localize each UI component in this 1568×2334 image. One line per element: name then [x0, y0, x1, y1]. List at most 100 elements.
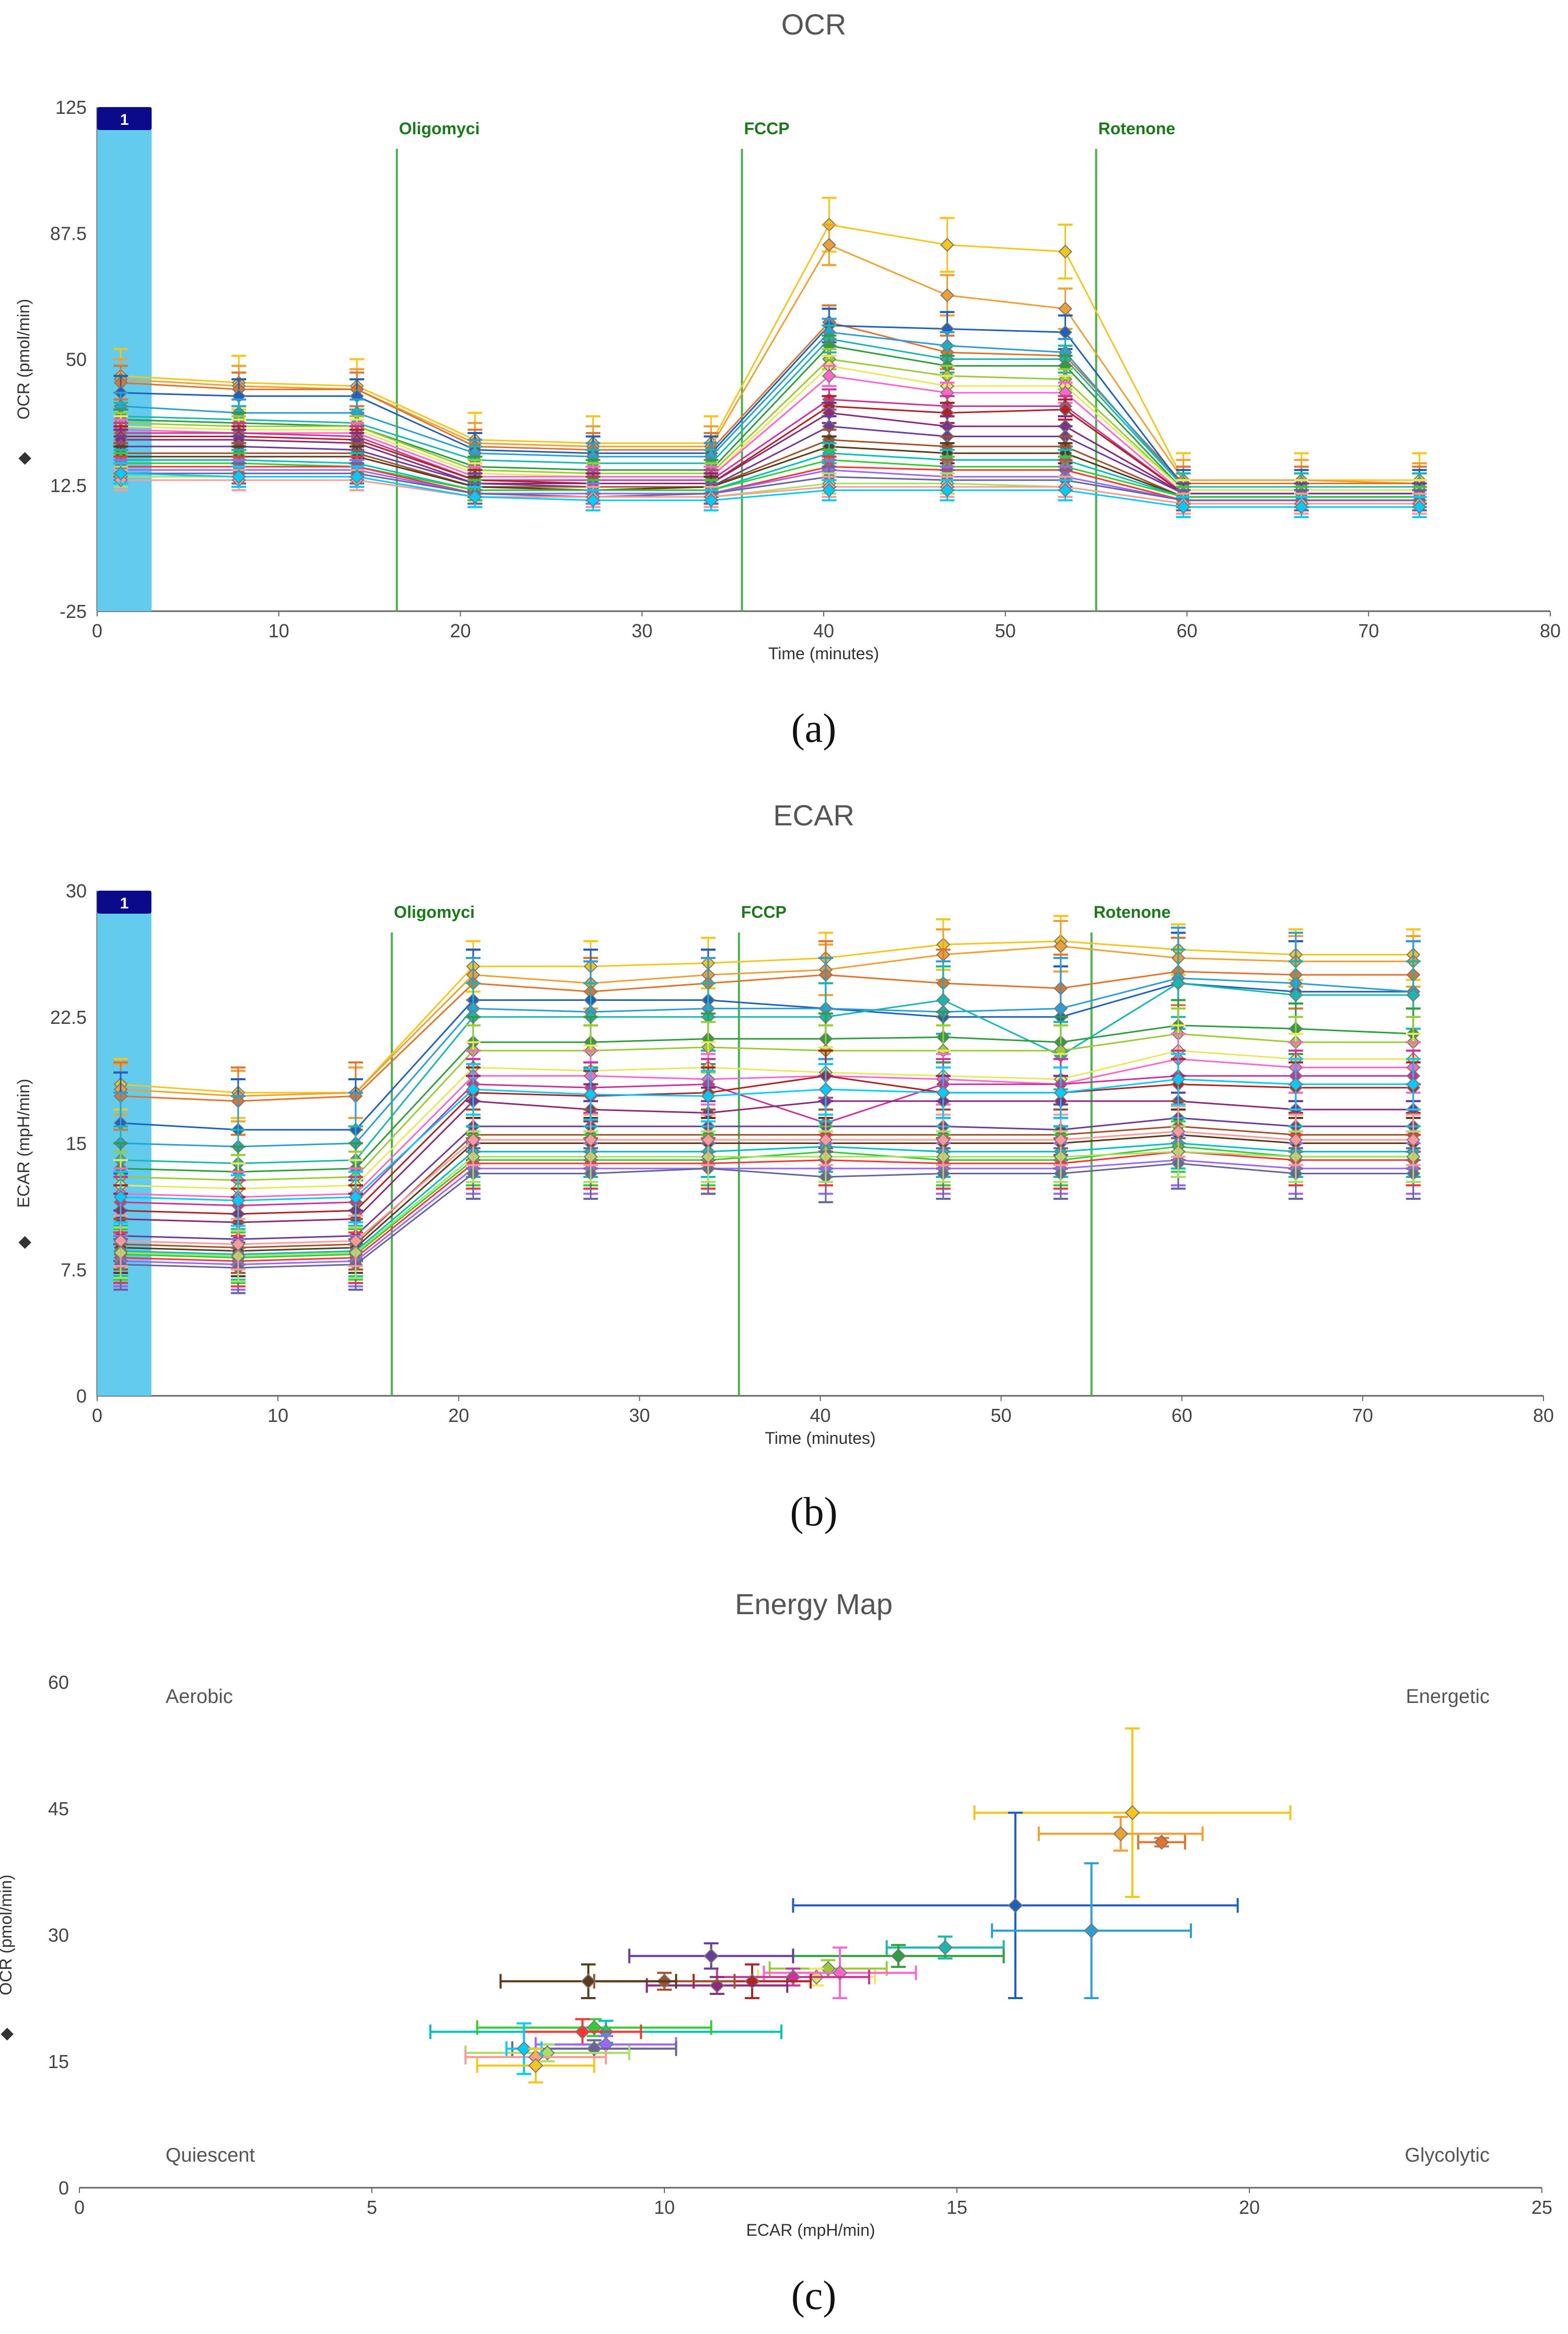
data-point: [822, 483, 836, 497]
data-point: [1406, 1077, 1421, 1092]
series-line: [120, 1117, 1413, 1240]
series-line: [120, 1142, 1413, 1255]
energy-point-group: [716, 1967, 870, 1987]
energy-point: [580, 1974, 596, 1989]
quadrant-aerobic: Aerobic: [166, 1686, 233, 1708]
y-tick-label: 15: [66, 1133, 87, 1154]
data-point: [1054, 1133, 1068, 1147]
energy-map-chart: 0 5 10 15 20 25 0 15 30 45 60 ECAR (mpH/min) OCR (pm…: [0, 1672, 1552, 2239]
series-line: [120, 1125, 1413, 1248]
series-line: [120, 1146, 1413, 1259]
x-tick-label: 20: [1239, 2197, 1260, 2218]
x-tick-label: 0: [92, 620, 102, 641]
data-point: [113, 1234, 128, 1248]
series-line: [121, 321, 1420, 485]
data-point: [940, 288, 954, 302]
energy-point: [938, 1940, 953, 1955]
series-line: [120, 1130, 1413, 1245]
series-line: [121, 472, 1420, 501]
energy-point: [1154, 1835, 1169, 1850]
ecar-chart: 0 10 20 30 40 50 60 70 80 0 7.5 15 22.5 30 Time (minut…: [14, 880, 1554, 1448]
series-line: [121, 479, 1420, 505]
series-s24: [113, 1053, 1421, 1227]
series-line: [120, 982, 1413, 1164]
injection-label: Rotenone: [1098, 119, 1176, 138]
group-badge-label: 1: [120, 895, 129, 912]
x-tick-label: 80: [1533, 1405, 1554, 1426]
series-line: [120, 1075, 1413, 1215]
series-line: [120, 1075, 1413, 1207]
data-point: [583, 1133, 598, 1147]
x-tick-label: 80: [1540, 620, 1561, 641]
energy-point-group: [476, 2047, 595, 2084]
x-tick-label: 20: [448, 1405, 469, 1426]
data-point: [466, 1133, 481, 1147]
y-axis-label: OCR (pmol/min): [14, 299, 33, 419]
y-axis-marker: ◆: [0, 2027, 15, 2040]
injection-label: FCCP: [744, 119, 790, 138]
ecar-chart-title: ECAR: [773, 799, 855, 832]
energy-point-group: [792, 1944, 1005, 1968]
x-tick-label: 60: [1172, 1405, 1192, 1426]
y-tick-label: 0: [76, 1385, 87, 1407]
series-s24: [113, 462, 1427, 518]
energy-point-group: [476, 2018, 712, 2037]
series-line: [120, 945, 1413, 1097]
caption-a: (a): [791, 705, 837, 751]
series-s1: [113, 196, 1427, 508]
series-line: [120, 1159, 1413, 1266]
data-point: [822, 369, 836, 383]
data-point: [231, 470, 246, 484]
data-point: [1054, 1086, 1068, 1100]
series-line: [121, 345, 1420, 491]
ocr-chart-title: OCR: [781, 8, 846, 41]
series-line: [120, 971, 1413, 1102]
energy-point-group: [499, 1963, 677, 1999]
group-badge-label: 1: [120, 111, 129, 129]
x-tick-label: 15: [946, 2197, 967, 2218]
x-tick-label: 25: [1531, 2197, 1552, 2218]
group-badge: [97, 891, 151, 914]
quadrant-energetic: Energetic: [1406, 1686, 1490, 1708]
data-point: [231, 1193, 245, 1208]
data-point: [1294, 500, 1308, 514]
data-point: [818, 1133, 833, 1147]
data-point: [1171, 1072, 1186, 1087]
series-line: [120, 1078, 1413, 1201]
y-tick-label: 60: [48, 1672, 69, 1693]
energy-point-group: [885, 1935, 1005, 1960]
energy-point: [575, 2024, 590, 2039]
data-point: [701, 1089, 716, 1103]
data-point: [936, 993, 951, 1007]
energy-point: [1113, 1826, 1129, 1841]
series-s9: [113, 1024, 1421, 1215]
series-line: [120, 1100, 1413, 1223]
x-tick-label: 70: [1358, 620, 1379, 641]
group-badge: [97, 107, 152, 130]
caption-c: (c): [791, 2272, 837, 2318]
injection-label: FCCP: [741, 903, 787, 921]
series-line: [120, 1049, 1413, 1190]
energy-point-group: [991, 1862, 1192, 1999]
x-tick-label: 60: [1176, 620, 1197, 641]
y-tick-label: 22.5: [50, 1007, 87, 1028]
x-tick-label: 0: [92, 1405, 102, 1426]
data-point: [1054, 939, 1068, 953]
data-point: [231, 1237, 245, 1252]
data-point: [349, 470, 364, 484]
data-point: [348, 1190, 363, 1205]
energy-point-group: [973, 1727, 1292, 1898]
x-tick-label: 30: [631, 620, 652, 641]
data-point: [936, 1086, 951, 1100]
x-tick-label: 5: [367, 2197, 377, 2218]
y-tick-label: 45: [48, 1798, 69, 1819]
series-s10: [113, 1032, 1421, 1223]
injection-label: Oligomyci: [399, 119, 480, 138]
data-point: [704, 493, 718, 508]
data-point: [467, 489, 482, 504]
quadrant-glycolytic: Glycolytic: [1405, 2144, 1490, 2166]
energy-point: [1008, 1898, 1023, 1913]
energy-point: [516, 2041, 532, 2057]
series-line: [120, 1151, 1413, 1257]
